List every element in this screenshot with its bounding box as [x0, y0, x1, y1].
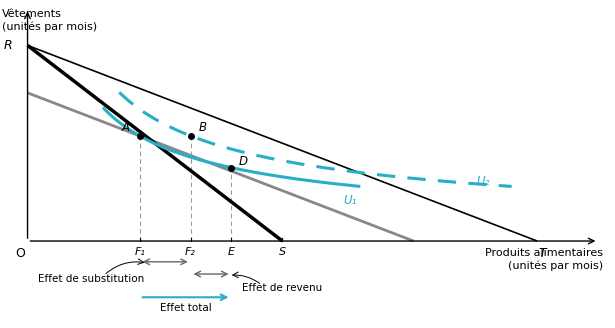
Text: F₁: F₁	[134, 247, 145, 257]
Text: E: E	[228, 247, 235, 257]
Text: T: T	[539, 247, 546, 260]
Text: O: O	[15, 247, 25, 260]
Text: A: A	[122, 121, 130, 134]
Text: Effet de revenu: Effet de revenu	[242, 283, 322, 293]
Text: Effet de substitution: Effet de substitution	[38, 274, 144, 284]
Text: U₂: U₂	[476, 175, 490, 188]
Text: R: R	[4, 39, 12, 52]
Text: Vêtements
(unités par mois): Vêtements (unités par mois)	[2, 9, 97, 32]
Text: U₁: U₁	[344, 195, 357, 207]
Text: S: S	[279, 247, 286, 257]
Text: B: B	[198, 121, 206, 134]
Text: Effet total: Effet total	[160, 303, 212, 313]
Text: Produits alimentaires
(unités par mois): Produits alimentaires (unités par mois)	[485, 248, 603, 271]
Text: F₂: F₂	[185, 247, 196, 257]
Text: D: D	[239, 155, 248, 168]
